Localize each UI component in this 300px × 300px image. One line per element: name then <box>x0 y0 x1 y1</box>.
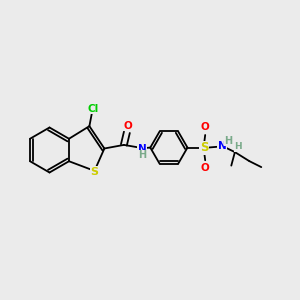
Text: O: O <box>123 121 132 131</box>
Text: O: O <box>201 122 210 132</box>
Text: N: N <box>218 141 226 151</box>
Text: Cl: Cl <box>88 104 99 114</box>
Text: S: S <box>200 141 208 154</box>
Text: O: O <box>201 163 210 173</box>
Text: S: S <box>91 167 98 177</box>
Text: H: H <box>224 136 232 146</box>
Text: N: N <box>138 143 147 154</box>
Text: H: H <box>138 150 146 160</box>
Text: H: H <box>234 142 242 151</box>
